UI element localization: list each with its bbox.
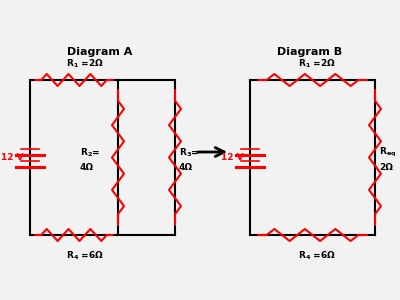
Text: Diagram B: Diagram B bbox=[278, 47, 342, 57]
Text: 4Ω: 4Ω bbox=[179, 163, 193, 172]
Text: 12 V: 12 V bbox=[1, 153, 23, 162]
Text: 4Ω: 4Ω bbox=[80, 163, 94, 172]
Text: $\mathbf{R_1}$ =2Ω: $\mathbf{R_1}$ =2Ω bbox=[298, 58, 336, 70]
Text: 2Ω: 2Ω bbox=[379, 163, 393, 172]
Text: $\mathbf{R_2}$=: $\mathbf{R_2}$= bbox=[80, 146, 100, 159]
Text: $\mathbf{R_4}$ =6Ω: $\mathbf{R_4}$ =6Ω bbox=[298, 249, 336, 262]
Text: $\mathbf{R_{eq}}$: $\mathbf{R_{eq}}$ bbox=[379, 146, 396, 159]
Text: Diagram A: Diagram A bbox=[67, 47, 133, 57]
Text: $\mathbf{R_4}$ =6Ω: $\mathbf{R_4}$ =6Ω bbox=[66, 249, 104, 262]
Text: $\mathbf{R_3}$=: $\mathbf{R_3}$= bbox=[179, 146, 199, 159]
Text: 12 V: 12 V bbox=[221, 153, 243, 162]
Text: $\mathbf{R_1}$ =2Ω: $\mathbf{R_1}$ =2Ω bbox=[66, 58, 104, 70]
